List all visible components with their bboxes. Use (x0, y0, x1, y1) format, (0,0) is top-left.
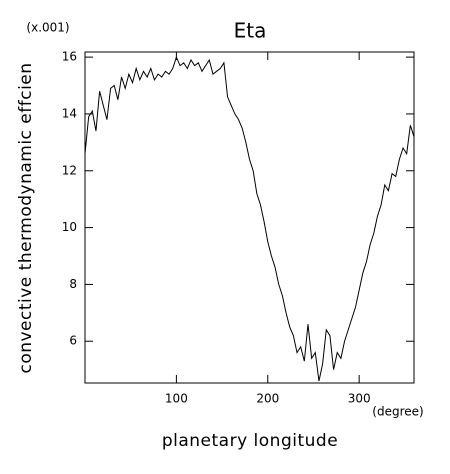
y-tick-label: 6 (69, 334, 77, 348)
y-tick-label: 12 (62, 163, 77, 177)
y-axis-label: convective thermodynamic effcien (16, 62, 36, 373)
y-tick-label: 16 (62, 50, 77, 64)
y-unit: (x.001) (26, 21, 69, 35)
chart-title: Eta (234, 19, 267, 43)
x-axis-label: planetary longitude (162, 431, 338, 451)
y-tick-label: 10 (62, 220, 77, 234)
x-tick-label: 100 (165, 392, 188, 406)
x-tick-label: 300 (348, 392, 371, 406)
y-tick-label: 8 (69, 277, 77, 291)
data-line (84, 55, 415, 382)
plot-frame (84, 51, 415, 384)
x-tick-label: 200 (256, 392, 279, 406)
x-unit: (degree) (372, 405, 423, 419)
y-tick-label: 14 (62, 106, 77, 120)
